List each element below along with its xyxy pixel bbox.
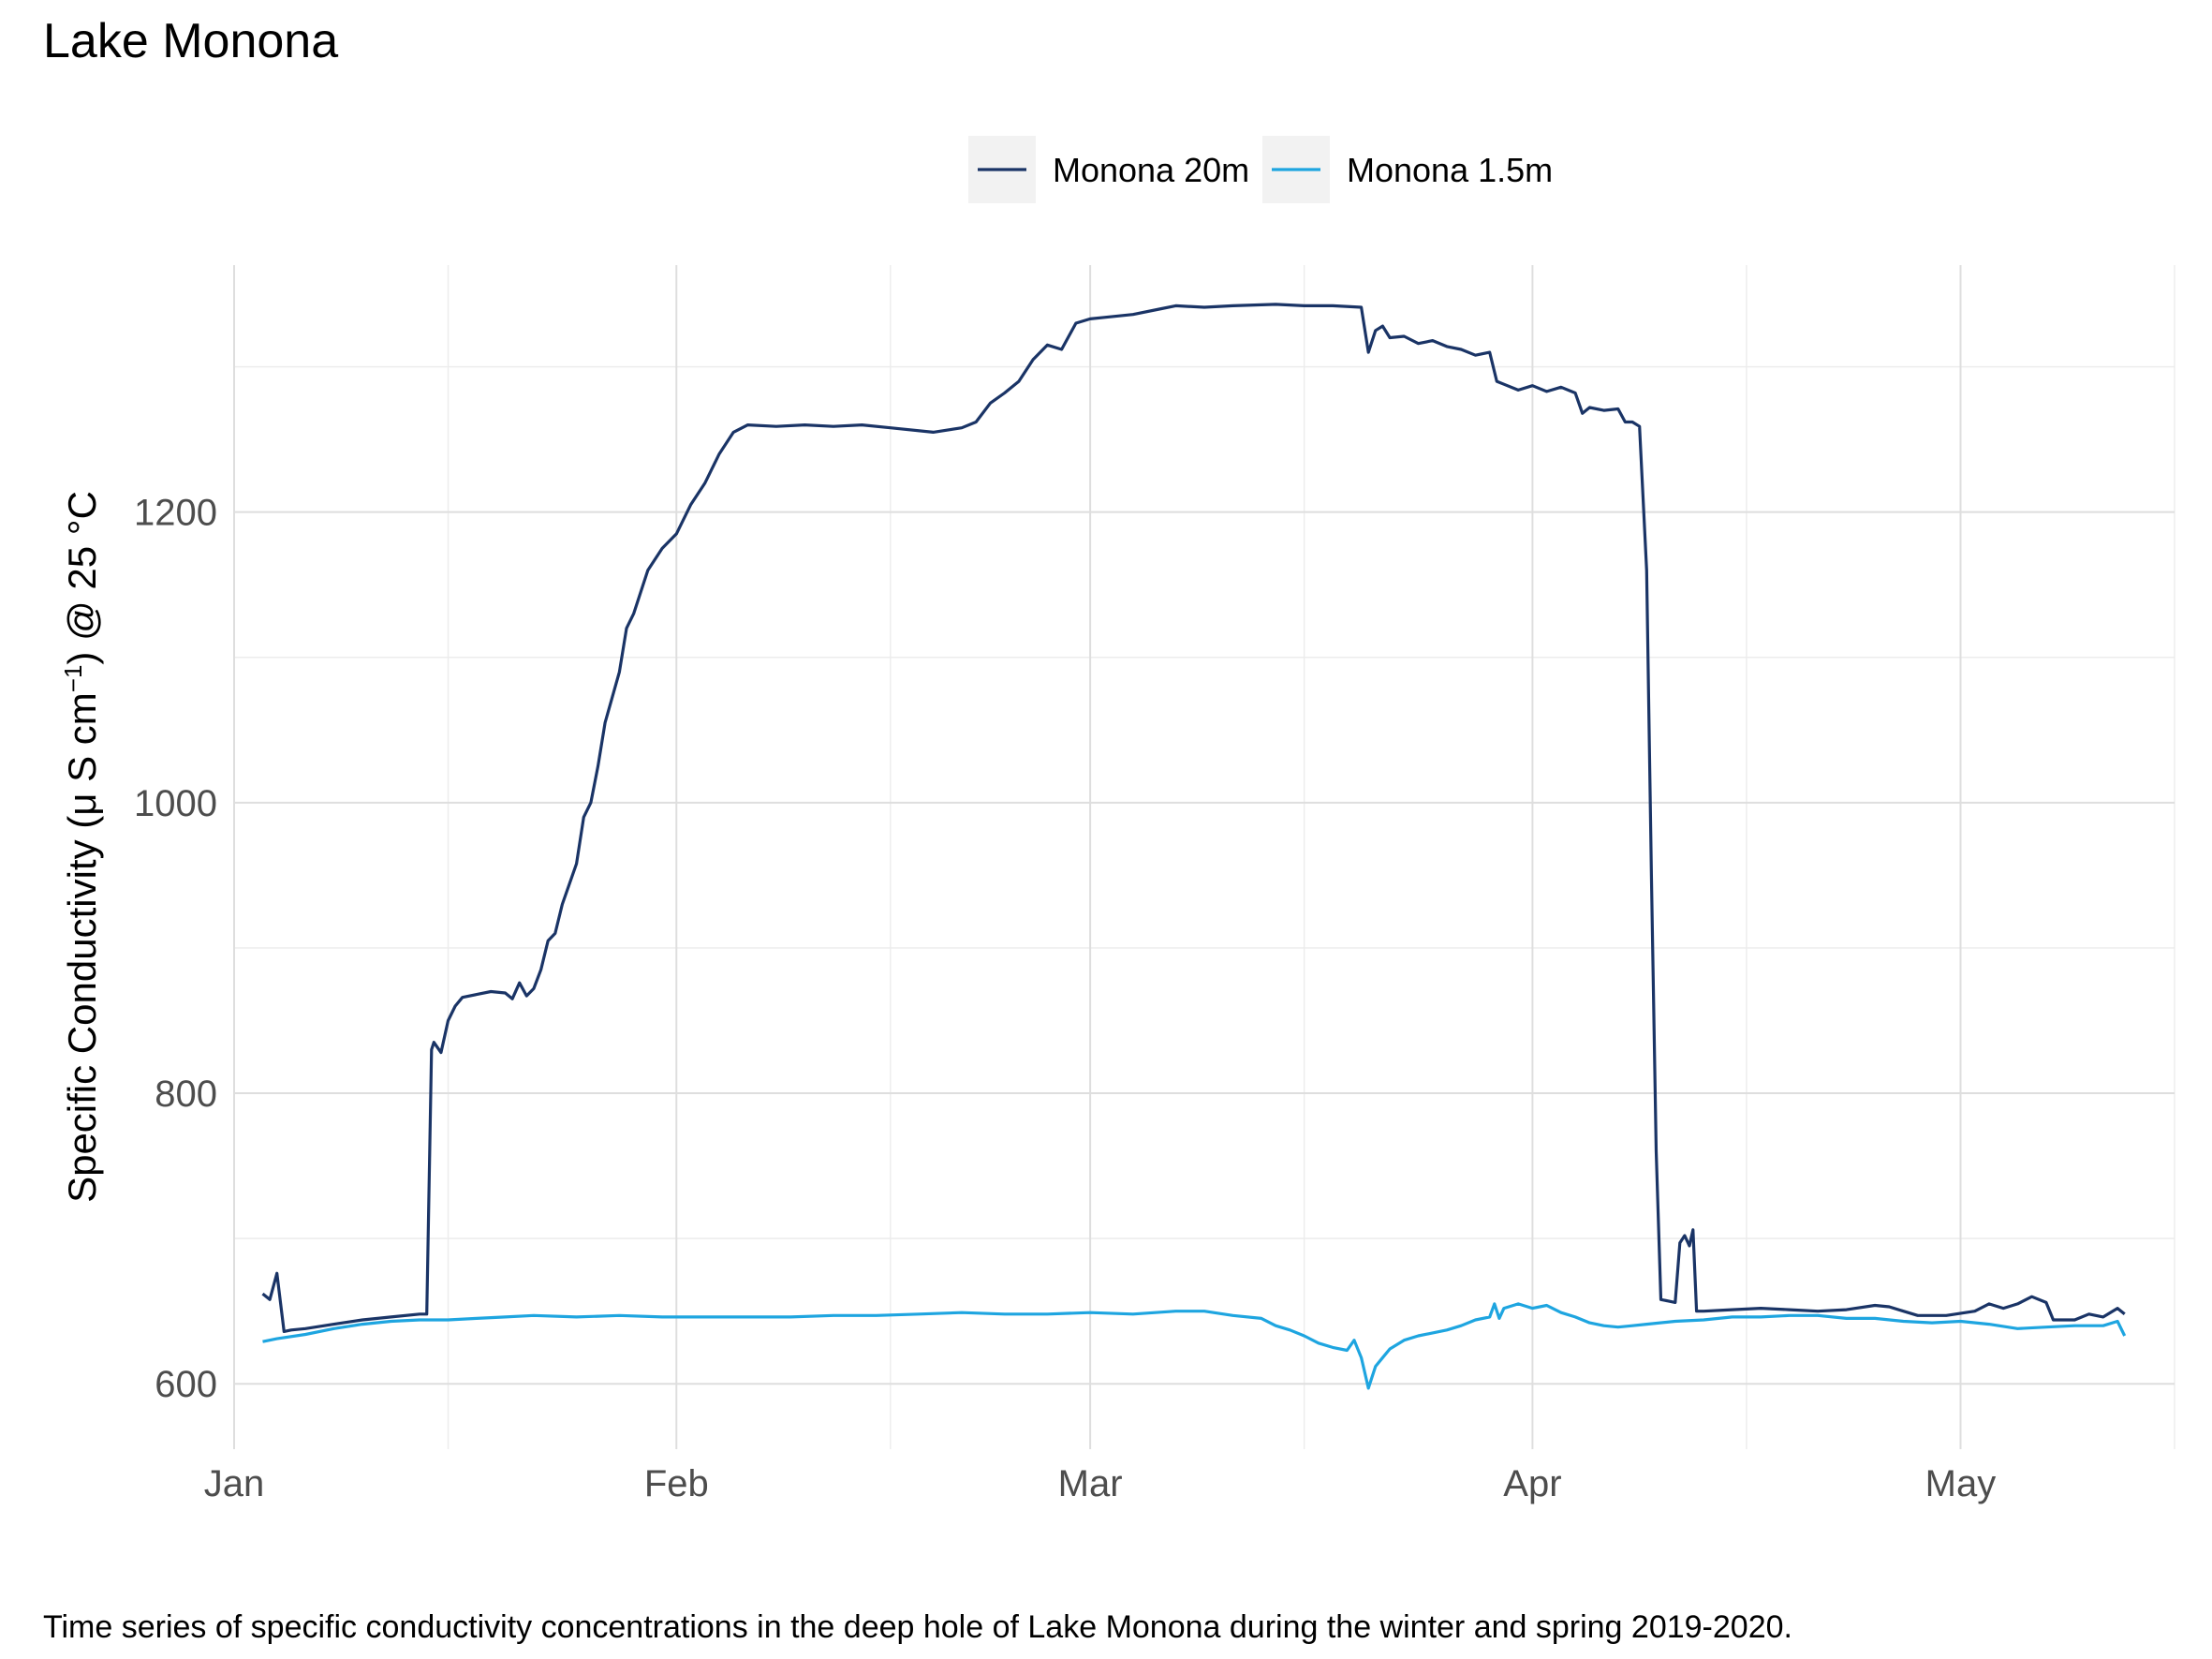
major-gridlines — [233, 265, 2175, 1449]
series-line-1 — [262, 1302, 2127, 1390]
legend: Monona 20m Monona 1.5m — [968, 136, 1553, 203]
legend-label: Monona 20m — [1053, 151, 1249, 189]
y-tick-label: 600 — [155, 1364, 217, 1405]
figure-caption: Time series of specific conductivity con… — [43, 1609, 1792, 1645]
series-line-0 — [261, 303, 2126, 1333]
minor-gridlines — [234, 265, 2175, 1449]
legend-label: Monona 1.5m — [1347, 151, 1553, 189]
legend-item-1: Monona 1.5m — [1262, 136, 1553, 203]
x-tick-label: Mar — [1058, 1463, 1123, 1504]
legend-item-0: Monona 20m — [968, 136, 1249, 203]
x-tick-label: Jan — [204, 1463, 265, 1504]
x-tick-label: Apr — [1503, 1463, 1561, 1504]
y-tick-label: 800 — [155, 1074, 217, 1115]
x-axis-tick-labels: Jan Feb Mar Apr May — [204, 1463, 1997, 1504]
y-tick-label: 1200 — [134, 493, 217, 534]
y-axis-tick-labels: 600 800 1000 1200 — [134, 493, 217, 1406]
y-tick-label: 1000 — [134, 783, 217, 824]
series-layer — [261, 303, 2127, 1390]
chart-title: Lake Monona — [43, 14, 339, 68]
x-tick-label: May — [1925, 1463, 1997, 1504]
x-tick-label: Feb — [644, 1463, 709, 1504]
